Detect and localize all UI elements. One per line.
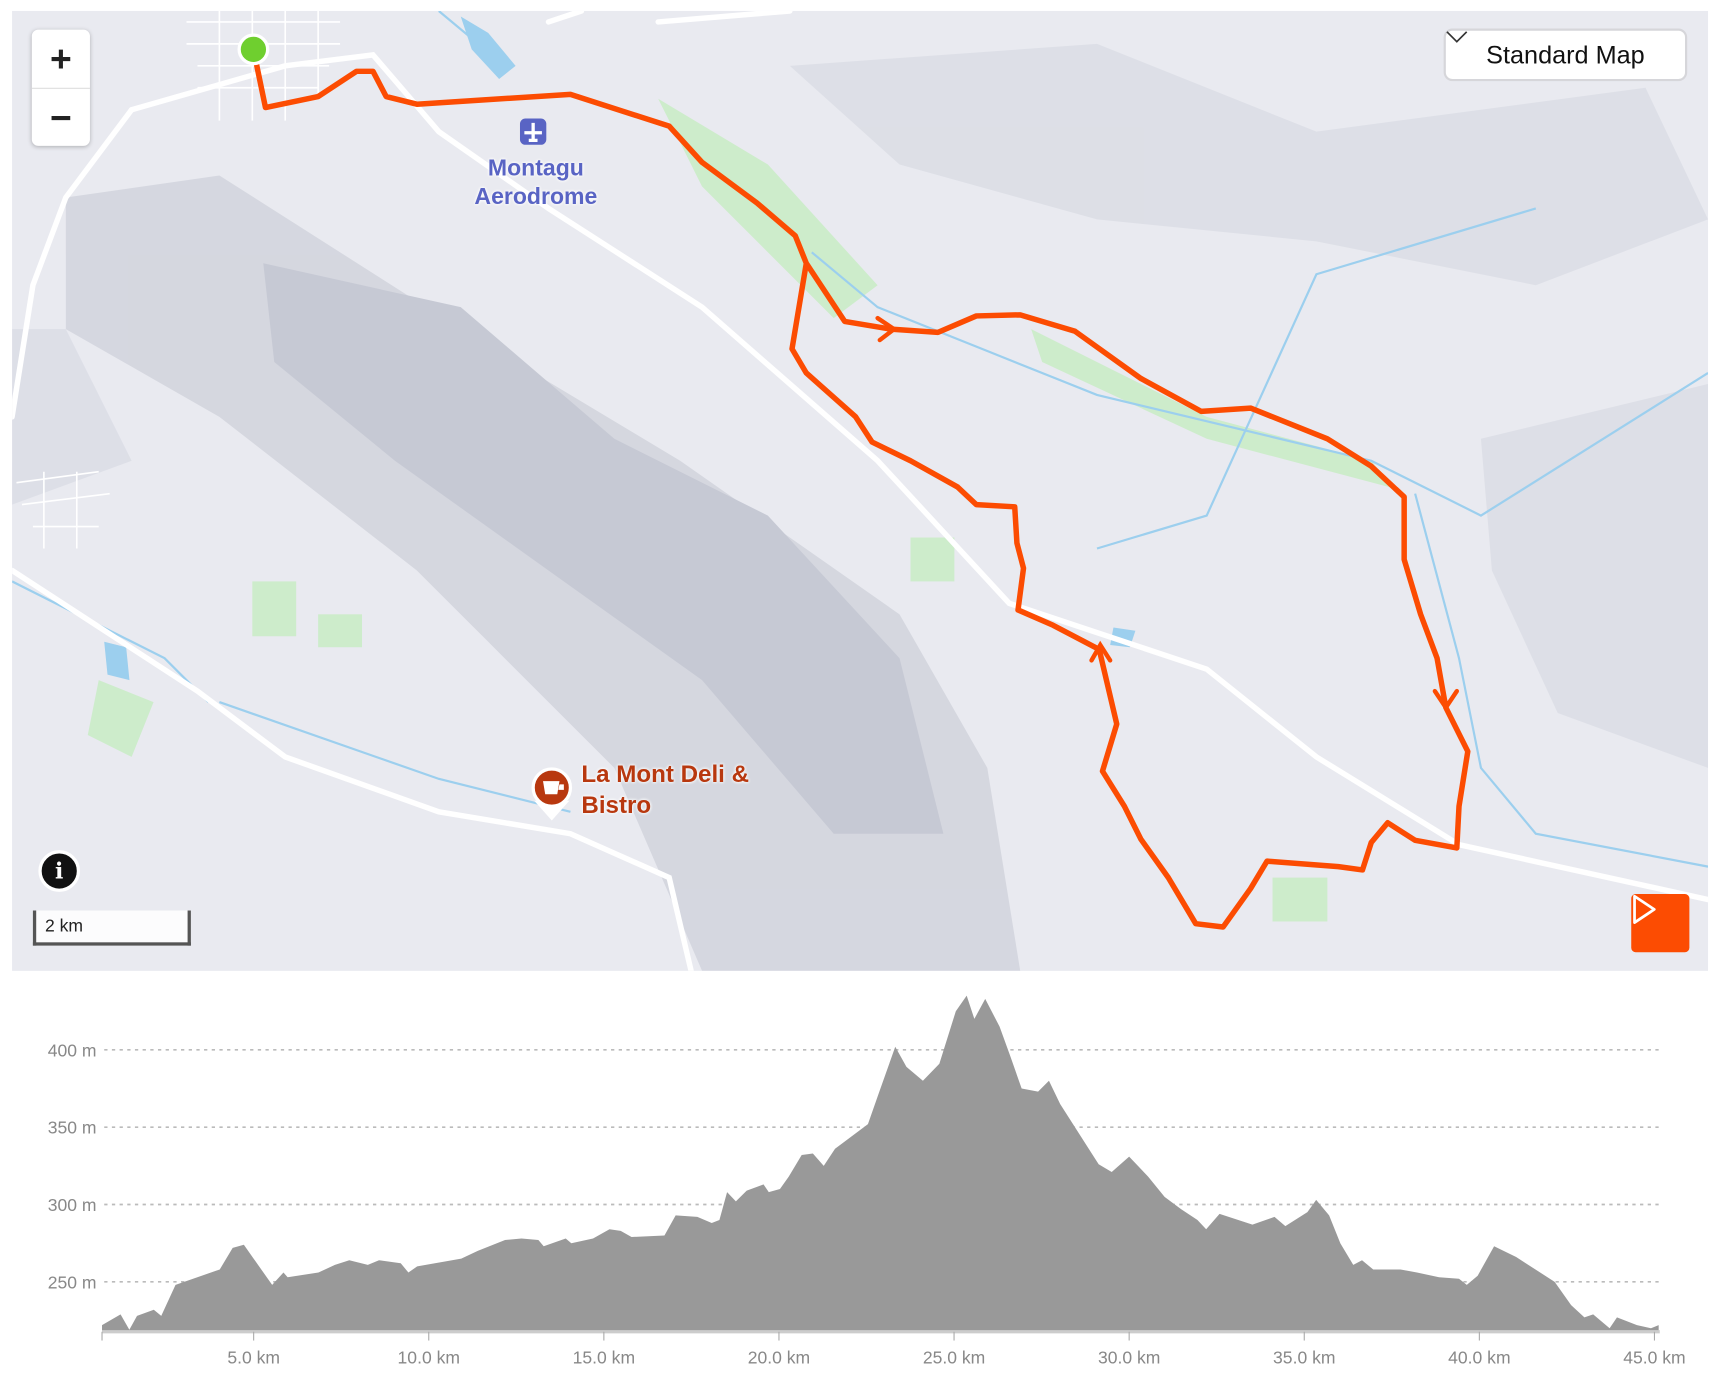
x-tick-label: 20.0 km [748,1348,810,1368]
y-tick-label: 400 m [48,1040,97,1060]
route-direction-arrows [875,315,1460,712]
elevation-area [102,995,1659,1332]
place-label-deli[interactable]: La Mont Deli & Bistro [581,760,750,819]
airport-icon [519,118,547,145]
x-tick-label: 15.0 km [573,1348,635,1368]
scale-bar: 2 km [32,910,191,946]
route-line[interactable] [250,46,1471,930]
chevron-down-icon [1446,31,1468,43]
green-areas [87,98,1394,922]
x-tick-label: 30.0 km [1098,1348,1160,1368]
x-tick-label: 35.0 km [1273,1348,1335,1368]
y-tick-label: 300 m [48,1195,97,1215]
route-start-marker[interactable] [237,33,270,66]
arrow-icon [1089,640,1113,663]
x-tick-label: 40.0 km [1448,1348,1510,1368]
map-type-label: Standard Map [1486,40,1645,69]
elevation-chart[interactable]: 250 m 300 m 350 m 400 m 5.0 km 10.0 km 15.0 km… [0,976,1720,1386]
zoom-out-button[interactable]: − [32,89,90,147]
x-tick-label: 45.0 km [1623,1348,1685,1368]
x-tick-label: 10.0 km [398,1348,460,1368]
play-button[interactable] [1631,894,1690,953]
lake [460,16,516,79]
terrain-shading [12,43,1709,971]
roads [12,10,1709,971]
y-tick-label: 350 m [48,1118,97,1138]
x-tick-label: 25.0 km [923,1348,985,1368]
x-tick-label: 5.0 km [227,1348,280,1368]
place-label-aerodrome[interactable]: Montagu Aerodrome [474,155,598,210]
map-view[interactable]: Montagu Aerodrome La Mont Deli & Bistro … [12,10,1709,971]
play-icon [1633,894,1656,924]
zoom-in-button[interactable]: + [32,30,90,88]
map-type-dropdown[interactable]: Standard Map [1443,28,1688,82]
info-button[interactable]: i [38,850,81,892]
map-canvas[interactable] [12,10,1709,971]
arrow-icon [875,315,898,343]
lake [104,641,130,681]
arrow-icon [1432,688,1460,712]
divider [31,87,90,89]
coffee-pin-icon[interactable] [531,767,573,821]
y-tick-label: 250 m [48,1272,97,1292]
zoom-control: + − [31,29,90,147]
